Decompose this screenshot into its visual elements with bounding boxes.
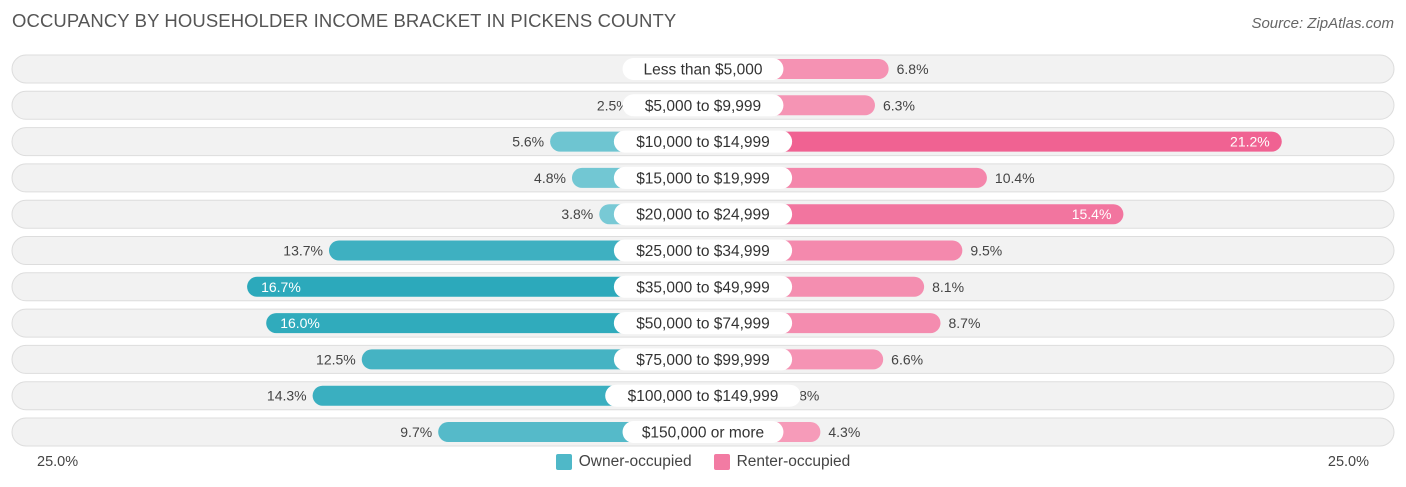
value-label-owner: 14.3%: [267, 388, 307, 404]
category-label-background: [613, 166, 793, 189]
value-label-renter: 8.1%: [932, 279, 964, 295]
category-label: $5,000 to $9,999: [645, 98, 761, 115]
chart-title: OCCUPANCY BY HOUSEHOLDER INCOME BRACKET …: [12, 10, 677, 31]
category-label: $15,000 to $19,999: [636, 170, 770, 187]
value-label-renter: 6.8%: [897, 61, 929, 77]
category-label: $100,000 to $149,999: [628, 388, 779, 405]
category-label-background: [613, 239, 793, 262]
category-label: Less than $5,000: [644, 62, 763, 79]
value-label-renter: 21.2%: [1230, 134, 1270, 150]
value-label-owner: 5.6%: [512, 134, 544, 150]
value-label-renter: 6.3%: [883, 97, 915, 113]
value-label-owner: 3.8%: [561, 206, 593, 222]
value-label-owner: 9.7%: [400, 424, 432, 440]
legend-swatch-renter: [713, 454, 730, 470]
value-label-owner: 16.0%: [280, 315, 320, 331]
category-label: $20,000 to $24,999: [636, 207, 770, 224]
category-label-background: [613, 348, 793, 371]
category-label: $10,000 to $14,999: [636, 134, 770, 151]
category-label: $25,000 to $34,999: [636, 243, 770, 260]
bar-renter: [703, 131, 1282, 152]
legend-item-renter: Renter-occupied: [713, 453, 851, 471]
axis-right-label: 25.0%: [1327, 454, 1369, 470]
category-label: $150,000 or more: [642, 425, 764, 442]
bar-owner: [247, 276, 703, 297]
category-label: $75,000 to $99,999: [636, 352, 770, 369]
legend-swatch-owner: [555, 454, 572, 470]
category-label: $35,000 to $49,999: [636, 279, 770, 296]
category-label-background: [613, 203, 793, 226]
value-label-owner: 2.5%: [597, 97, 629, 113]
value-label-owner: 12.5%: [316, 351, 356, 367]
bar-owner: [312, 385, 703, 406]
category-label-background: [622, 94, 784, 117]
bar-owner: [266, 313, 703, 334]
category-label-background: [613, 312, 793, 335]
bar-owner: [328, 240, 703, 261]
value-label-renter: 10.4%: [995, 170, 1035, 186]
category-label-background: [622, 58, 784, 80]
axis-left-label: 25.0%: [37, 454, 79, 470]
diverging-bar-chart: 0.49%6.8%Less than $5,0002.5%6.3%$5,000 …: [11, 54, 1395, 447]
bar-renter: [703, 204, 1124, 225]
legend: Owner-occupied Renter-occupied: [0, 453, 1406, 471]
category-label-background: [613, 275, 793, 298]
category-label-background: [622, 421, 784, 443]
legend-item-owner: Owner-occupied: [555, 453, 692, 471]
legend-label-owner: Owner-occupied: [578, 453, 692, 470]
value-label-renter: 15.4%: [1072, 206, 1112, 222]
legend-label-renter: Renter-occupied: [736, 453, 851, 470]
category-label-background: [613, 130, 793, 153]
value-label-owner: 13.7%: [283, 243, 323, 259]
value-label-renter: 9.5%: [970, 243, 1002, 259]
value-label-renter: 6.6%: [891, 351, 923, 367]
category-label: $50,000 to $74,999: [636, 316, 770, 333]
value-label-owner: 4.8%: [534, 170, 566, 186]
category-label-background: [605, 384, 801, 407]
value-label-renter: 8.7%: [949, 315, 981, 331]
chart-source: Source: ZipAtlas.com: [1251, 15, 1394, 32]
value-label-owner: 16.7%: [261, 279, 301, 295]
value-label-renter: 4.3%: [828, 424, 860, 440]
